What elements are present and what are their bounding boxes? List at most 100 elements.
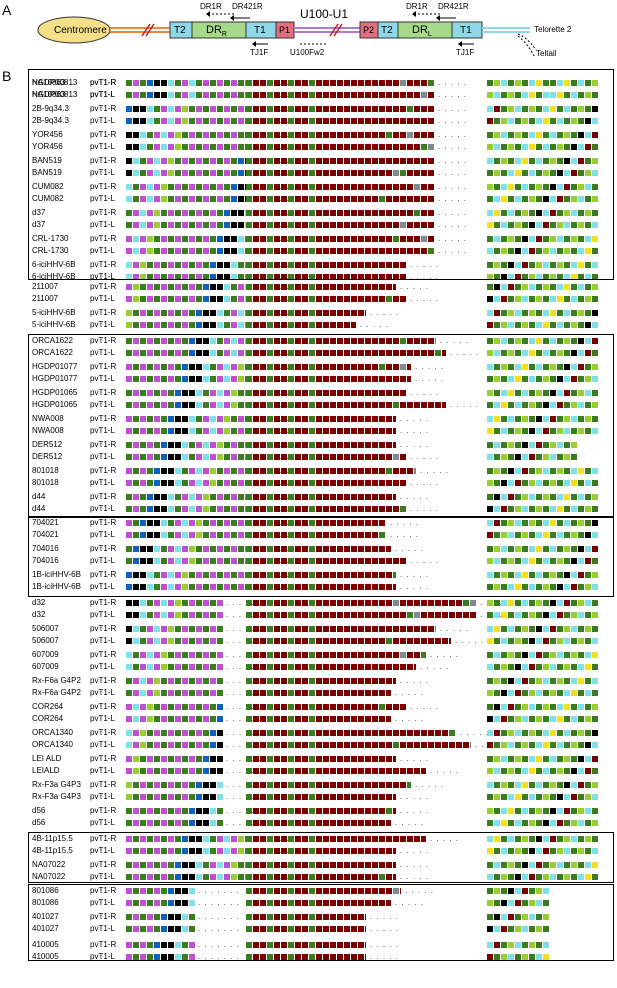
left-repeat-cell bbox=[238, 222, 244, 228]
left-repeat-cell bbox=[210, 376, 216, 382]
left-repeat-cell bbox=[161, 730, 167, 736]
core-repeat-cell bbox=[323, 690, 329, 696]
gap-dots: . . . . . bbox=[438, 90, 468, 99]
gap-dots: . . . . . bbox=[395, 818, 425, 827]
core-repeat-cell bbox=[421, 600, 427, 606]
core-repeat-cell bbox=[407, 364, 411, 370]
left-repeat-cell bbox=[175, 678, 181, 684]
gap-dots: . . . . . bbox=[400, 806, 430, 815]
core-repeat-cell bbox=[358, 338, 364, 344]
core-repeat-cell bbox=[288, 338, 294, 344]
core-repeat-cell bbox=[400, 600, 406, 606]
telomere-repeat-cell bbox=[543, 612, 549, 618]
left-repeat-cell bbox=[224, 106, 230, 112]
gap-dots: . . . . . bbox=[438, 208, 468, 217]
core-repeat-cell bbox=[323, 262, 329, 268]
left-repeat-cell bbox=[133, 402, 139, 408]
telomere-repeat-cell bbox=[494, 730, 500, 736]
left-repeat-cell bbox=[231, 170, 237, 176]
left-repeat-cell bbox=[175, 210, 181, 216]
telomere-repeat-cell bbox=[564, 196, 570, 202]
left-repeat-cell bbox=[140, 222, 146, 228]
core-repeat-cell bbox=[302, 652, 308, 658]
core-repeat-cell bbox=[386, 284, 392, 290]
core-repeat-cell bbox=[295, 390, 301, 396]
telomere-repeat-cell bbox=[508, 210, 514, 216]
telomere-repeat-cell bbox=[592, 782, 598, 788]
telomere-repeat-cell bbox=[522, 106, 528, 112]
telomere-repeat-cell bbox=[578, 376, 584, 382]
left-repeat-cell bbox=[217, 284, 223, 290]
core-repeat-cell bbox=[393, 626, 399, 632]
telomere-repeat-cell bbox=[585, 106, 591, 112]
left-repeat-cell bbox=[161, 274, 167, 280]
telomere-repeat-cell bbox=[564, 768, 570, 774]
left-repeat-cell bbox=[161, 296, 167, 302]
core-repeat-cell bbox=[400, 158, 406, 164]
telomere-repeat-cell bbox=[550, 222, 556, 228]
core-repeat-cell bbox=[260, 210, 266, 216]
core-repeat-cell bbox=[344, 600, 350, 606]
core-repeat-cell bbox=[246, 158, 252, 164]
core-repeat-cell bbox=[365, 184, 371, 190]
telomere-repeat-cell bbox=[529, 350, 535, 356]
left-repeat-cell bbox=[196, 144, 202, 150]
telomere-repeat-cell bbox=[543, 222, 549, 228]
core-repeat-cell bbox=[260, 716, 266, 722]
sample-label: 211007 bbox=[32, 282, 59, 291]
core-repeat-cell bbox=[421, 612, 427, 618]
gap-dots: . . . . . bbox=[438, 104, 468, 113]
left-repeat-cell bbox=[238, 274, 244, 280]
telomere-repeat-cell bbox=[508, 638, 514, 644]
core-repeat-cell bbox=[372, 690, 378, 696]
telomere-repeat-cell bbox=[571, 638, 577, 644]
core-repeat-cell bbox=[358, 756, 364, 762]
left-repeat-cell bbox=[147, 626, 153, 632]
core-repeat-cell bbox=[470, 612, 476, 618]
left-repeat-cell bbox=[224, 118, 230, 124]
telomere-repeat-cell bbox=[592, 118, 598, 124]
core-repeat-cell bbox=[302, 364, 308, 370]
left-repeat-cell bbox=[168, 184, 174, 190]
core-repeat-cell bbox=[414, 338, 420, 344]
core-repeat-cell bbox=[358, 678, 364, 684]
core-repeat-cell bbox=[379, 158, 385, 164]
telomere-repeat-cell bbox=[585, 782, 591, 788]
left-repeat-cell bbox=[154, 390, 160, 396]
core-repeat-cell bbox=[428, 222, 434, 228]
telomere-repeat-cell bbox=[529, 118, 535, 124]
core-repeat-cell bbox=[323, 296, 329, 302]
telomere-repeat-cell bbox=[550, 820, 556, 826]
telomere-repeat-cell bbox=[501, 678, 507, 684]
left-repeat-cell bbox=[189, 262, 195, 268]
left-repeat-cell bbox=[210, 236, 216, 242]
core-repeat-cell bbox=[288, 756, 294, 762]
core-repeat-cell bbox=[365, 144, 371, 150]
left-repeat-cell bbox=[161, 210, 167, 216]
left-repeat-cell bbox=[217, 106, 223, 112]
left-repeat-cell bbox=[168, 132, 174, 138]
telomere-repeat-cell bbox=[508, 262, 514, 268]
core-repeat-cell bbox=[414, 626, 420, 632]
left-repeat-cell bbox=[154, 782, 160, 788]
primer-label: pvT1-L bbox=[90, 90, 115, 99]
p1-box bbox=[275, 21, 295, 39]
core-repeat-cell bbox=[267, 118, 273, 124]
telomere-repeat-cell bbox=[585, 296, 591, 302]
core-repeat-cell bbox=[309, 170, 315, 176]
left-repeat-cell bbox=[238, 132, 244, 138]
telomere-repeat-cell bbox=[515, 678, 521, 684]
telomere-repeat-cell bbox=[550, 274, 556, 280]
telomere-repeat-cell bbox=[578, 716, 584, 722]
sample-label: 5-iciHHV-6B bbox=[32, 308, 76, 317]
left-repeat-cell bbox=[147, 338, 153, 344]
left-repeat-cell bbox=[189, 690, 195, 696]
core-repeat-cell bbox=[281, 284, 287, 290]
core-repeat-cell bbox=[288, 132, 294, 138]
core-repeat-cell bbox=[344, 236, 350, 242]
core-repeat-cell bbox=[358, 310, 364, 316]
left-repeat-cell bbox=[203, 170, 209, 176]
telomere-repeat-cell bbox=[543, 600, 549, 606]
left-repeat-cell bbox=[161, 638, 167, 644]
telomere-repeat-cell bbox=[543, 170, 549, 176]
